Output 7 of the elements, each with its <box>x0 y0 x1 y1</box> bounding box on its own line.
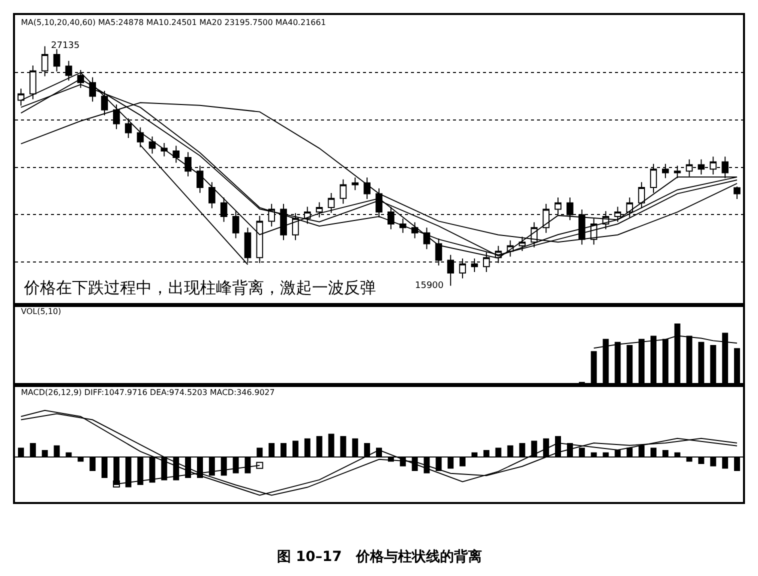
chart-title: MACD(26,12,9) DIFF:1047.9716 DEA:974.5203 MACD:346.9027 <box>21 388 275 397</box>
annotation: 27135 <box>51 41 80 51</box>
annotation: 价格在下跌过程中，出现柱峰背离，激起一波反弹 <box>23 278 376 297</box>
chart-title: MA(5,10,20,40,60) MA5:24878 MA10.24501 MA20 23195.7500 MA40.21661 <box>21 18 326 27</box>
caption: 图 10–17 价格与柱状线的背离 <box>277 548 482 565</box>
chart-title: VOL(5,10) <box>21 307 62 316</box>
annotation: 15900 <box>415 281 444 291</box>
